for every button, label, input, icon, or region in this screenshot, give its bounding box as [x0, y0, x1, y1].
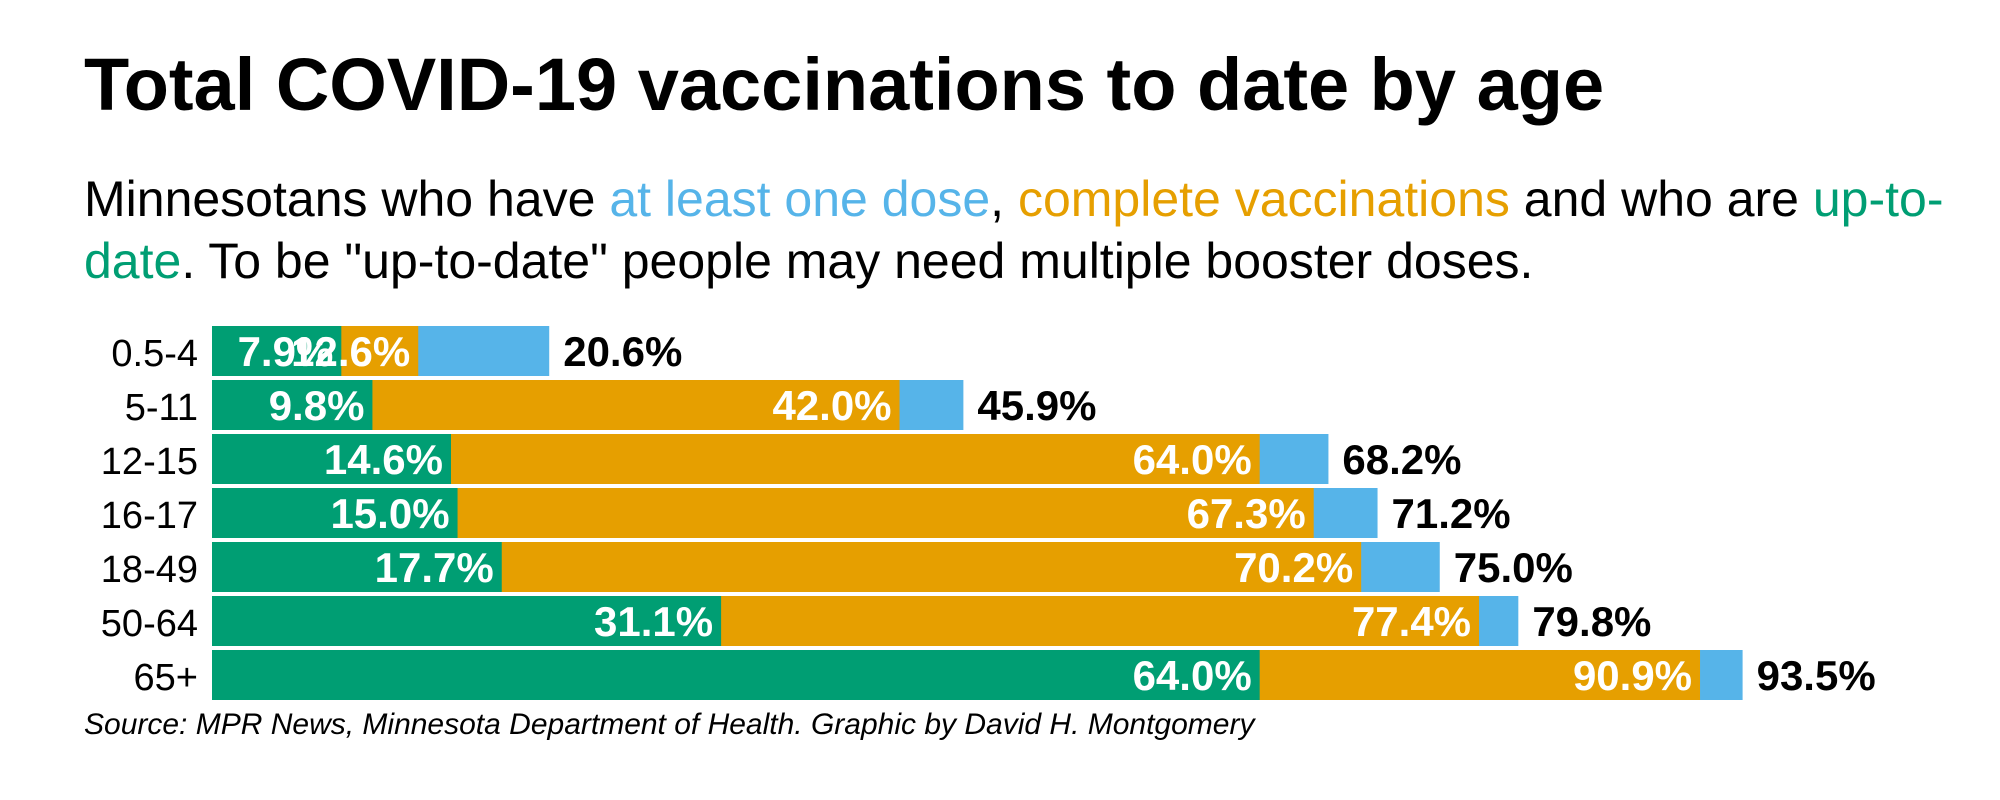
bar-up-to-date-50-64	[212, 596, 722, 646]
subtitle-text-4: . To be "up-to-date" people may need mul…	[181, 233, 1534, 289]
legend-at-least-one-dose: at least one dose	[609, 171, 991, 227]
category-label-50-64: 50-64	[101, 603, 198, 645]
value-label-up-to-date-0-5-4: 7.9%	[238, 328, 334, 375]
source-note: Source: MPR News, Minnesota Department o…	[84, 708, 1255, 741]
value-label-complete-vaccinations-0-5-4: 12.6%	[291, 328, 410, 375]
category-label-65: 65+	[134, 657, 198, 699]
value-label-at-least-one-dose-65: 93.5%	[1757, 652, 1876, 699]
legend-up-to-date: up-to-date	[84, 171, 1944, 289]
legend-complete-vaccinations: complete vaccinations	[1017, 171, 1510, 227]
value-label-up-to-date-12-15: 14.6%	[324, 436, 443, 483]
value-label-up-to-date-65: 64.0%	[1133, 652, 1252, 699]
value-label-up-to-date-18-49: 17.7%	[375, 544, 494, 591]
subtitle-text-3: and who are	[1509, 171, 1813, 227]
bar-up-to-date-65	[212, 650, 1260, 700]
bar-up-to-date-16-17	[212, 488, 458, 538]
value-label-up-to-date-16-17: 15.0%	[330, 490, 449, 537]
value-label-up-to-date-5-11: 9.8%	[269, 382, 365, 429]
value-label-complete-vaccinations-5-11: 42.0%	[772, 382, 891, 429]
chart-title: Total COVID-19 vaccinations to date by a…	[84, 43, 1605, 126]
category-label-18-49: 18-49	[101, 549, 198, 591]
subtitle-text-1: Minnesotans who have	[84, 171, 610, 227]
value-label-complete-vaccinations-65: 90.9%	[1573, 652, 1692, 699]
value-label-at-least-one-dose-12-15: 68.2%	[1342, 436, 1461, 483]
category-label-5-11: 5-11	[125, 387, 198, 429]
subtitle-text-2: ,	[990, 171, 1018, 227]
value-label-at-least-one-dose-18-49: 75.0%	[1454, 544, 1573, 591]
value-label-at-least-one-dose-5-11: 45.9%	[977, 382, 1096, 429]
value-label-complete-vaccinations-12-15: 64.0%	[1133, 436, 1252, 483]
category-label-12-15: 12-15	[101, 441, 198, 483]
chart-subtitle: Minnesotans who have at least one dose, …	[84, 168, 1994, 292]
bar-up-to-date-5-11	[212, 380, 373, 430]
value-label-complete-vaccinations-16-17: 67.3%	[1187, 490, 1306, 537]
value-label-at-least-one-dose-0-5-4: 20.6%	[563, 328, 682, 375]
bar-up-to-date-18-49	[212, 542, 502, 592]
category-label-16-17: 16-17	[101, 495, 198, 537]
value-label-at-least-one-dose-16-17: 71.2%	[1392, 490, 1511, 537]
value-label-complete-vaccinations-18-49: 70.2%	[1234, 544, 1353, 591]
vaccination-bar-chart: 0.5-4 20.6% 12.6%7.9% 5-11 45.9% 42.0% 9.8% 12-…	[101, 326, 1876, 700]
bar-up-to-date-0-5-4	[212, 326, 342, 376]
bar-up-to-date-12-15	[212, 434, 452, 484]
category-label-0-5-4: 0.5-4	[111, 333, 198, 375]
value-label-up-to-date-50-64: 31.1%	[594, 598, 713, 645]
value-label-complete-vaccinations-50-64: 77.4%	[1352, 598, 1471, 645]
value-label-at-least-one-dose-50-64: 79.8%	[1532, 598, 1651, 645]
